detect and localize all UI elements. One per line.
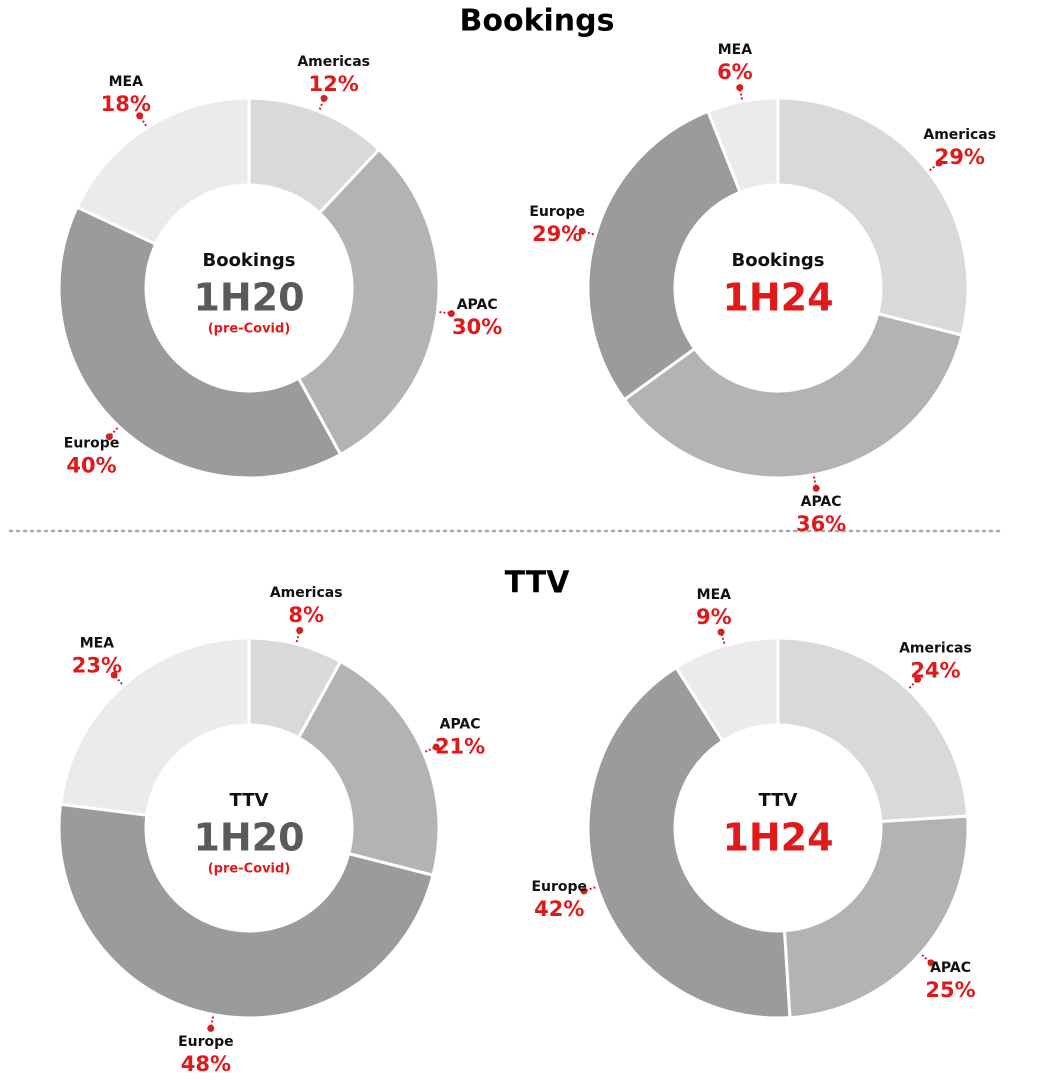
donut-segment [782, 814, 970, 1020]
leader-dot [105, 433, 113, 441]
value-label: 42% [534, 897, 584, 921]
leader-line [113, 674, 123, 685]
segment-label: APAC [801, 494, 842, 510]
leader-dot [578, 227, 586, 235]
donut-segment [57, 205, 343, 480]
value-label: 24% [910, 658, 960, 682]
donut-segment [706, 96, 780, 195]
center-title: TTV [230, 790, 269, 811]
leader-line [138, 115, 147, 127]
segment-label: Europe [531, 879, 587, 895]
donut-segment [776, 636, 970, 824]
segment-label: APAC [440, 717, 481, 733]
center-title: TTV [759, 790, 798, 811]
leader-dot [110, 671, 118, 679]
donut-segment [622, 311, 964, 480]
value-label: 21% [435, 735, 485, 759]
segment-label: Europe [64, 436, 120, 452]
segment-label: Americas [899, 640, 972, 656]
segment-label: APAC [930, 960, 971, 976]
leader-dot [736, 84, 744, 92]
value-label: 25% [925, 978, 975, 1002]
leader-dot [580, 887, 588, 895]
segment-label: MEA [80, 635, 114, 651]
leader-dot [432, 743, 440, 751]
donut-segment [586, 109, 743, 402]
donut-segment [296, 659, 441, 878]
center-title: Bookings [731, 250, 824, 271]
value-label: 30% [452, 315, 502, 339]
value-label: 40% [66, 454, 116, 478]
donut-segment [586, 665, 792, 1020]
center-label: 1H20 [193, 816, 304, 860]
value-label: 6% [717, 60, 753, 84]
value-label: 48% [181, 1052, 231, 1076]
leader-dot [914, 675, 922, 683]
section-title: TTV [505, 566, 571, 601]
segment-label: APAC [457, 297, 498, 313]
value-label: 9% [696, 605, 732, 629]
segment-label: Europe [529, 204, 585, 220]
section-title: Bookings [459, 4, 614, 39]
value-label: 36% [796, 512, 846, 536]
segment-label: MEA [109, 74, 143, 90]
center-note: (pre-Covid) [208, 322, 291, 337]
segment-label: Americas [923, 127, 996, 143]
value-label: 8% [288, 603, 324, 627]
value-label: 29% [532, 222, 582, 246]
leader-dot [136, 112, 144, 120]
leader-dot [927, 959, 935, 967]
leader-line [318, 97, 326, 110]
value-label: 12% [309, 72, 359, 96]
leader-dot [296, 626, 304, 634]
leader-dot [717, 628, 725, 636]
donut-segment [57, 802, 435, 1020]
value-label: 29% [935, 145, 985, 169]
leader-dot [320, 94, 328, 102]
value-label: 18% [101, 92, 151, 116]
center-label: 1H24 [722, 276, 833, 320]
leader-dot [812, 484, 820, 492]
leader-dot [935, 159, 943, 167]
donut-segment [776, 96, 970, 338]
donut-segment [75, 96, 251, 247]
donut-segment [674, 636, 780, 744]
segment-label: Europe [178, 1034, 234, 1050]
donut-segment [58, 636, 251, 817]
leader-dot [447, 310, 455, 318]
center-label: 1H20 [193, 276, 304, 320]
leader-dot [207, 1024, 215, 1032]
segment-label: MEA [697, 587, 731, 603]
donut-segment [296, 147, 441, 457]
value-label: 23% [72, 653, 122, 677]
segment-label: Americas [270, 585, 343, 601]
center-note: (pre-Covid) [208, 862, 291, 877]
center-title: Bookings [202, 250, 295, 271]
center-label: 1H24 [722, 816, 833, 860]
segment-label: MEA [718, 42, 752, 58]
segment-label: Americas [297, 54, 370, 70]
